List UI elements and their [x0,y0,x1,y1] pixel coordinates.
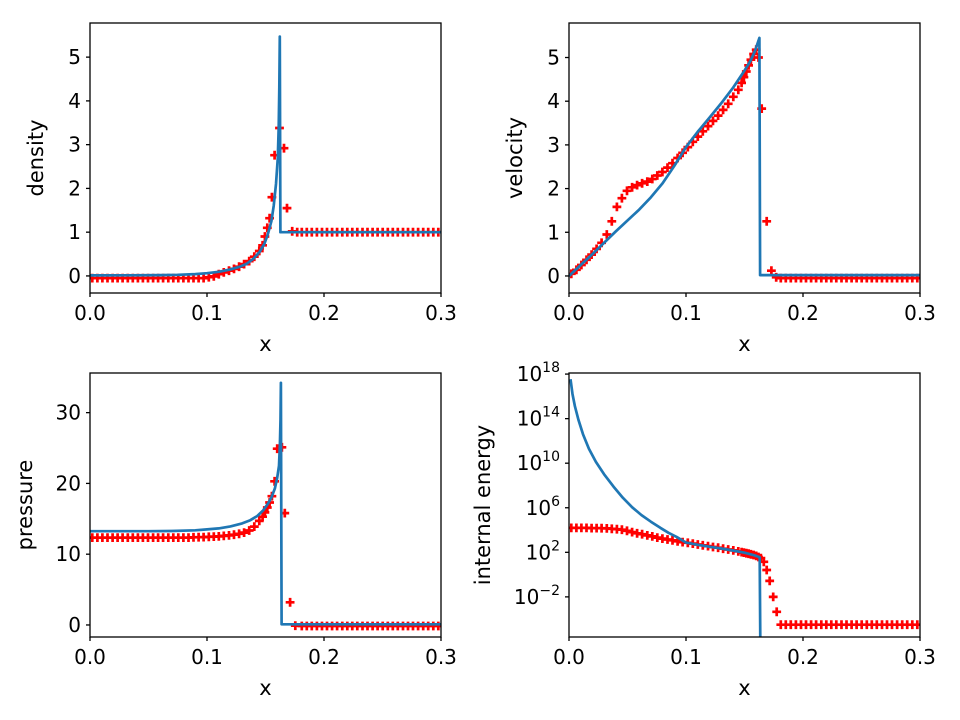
x-axis-label-velocity: x [738,332,750,356]
y-tick-label: 20 [56,471,81,495]
y-tick-label: 1 [547,220,560,244]
subplot-pressure: 0.0 0.1 0.2 0.3 0 10 20 30 x pressure [13,372,457,700]
x-tick-label: 0.1 [191,645,223,669]
x-tick-label: 0.2 [308,301,340,325]
x-tick-label: 0.0 [74,301,106,325]
y-tick-label: 0 [547,264,560,288]
y-tick-label: 2 [547,177,560,201]
x-tick-label: 0.3 [904,645,936,669]
axes-spines-density [89,22,442,294]
analytic-line-velocity [569,36,920,277]
y-axis-label-energy: internal energy [471,425,495,585]
y-tick-label: 30 [56,401,81,425]
y-tick-label: 3 [68,133,81,157]
subplot-energy: 0.0 0.1 0.2 0.3 1018 1014 1010 106 102 10−2 x inter… [471,360,936,700]
y-tick-label: 1 [68,220,81,244]
y-tick-label: 2 [68,176,81,200]
x-tick-label: 0.3 [904,301,936,325]
x-tick-label: 0.0 [74,645,106,669]
y-tick-label: 5 [68,45,81,69]
y-tick-label: 0 [68,264,81,288]
plot-area-pressure [90,381,441,631]
x-tick-label: 0.0 [553,645,585,669]
y-tick-label: 102 [526,538,560,564]
y-tick-label: 106 [526,494,560,520]
subplot-density: 0.0 0.1 0.2 0.3 0 1 2 3 4 5 x density [24,22,457,356]
x-tick-label: 0.3 [425,645,457,669]
y-axis-label-density: density [24,120,48,197]
y-tick-label: 5 [547,46,560,70]
y-tick-label: 10 [56,542,81,566]
x-tick-label: 0.1 [670,645,702,669]
y-axis-label-pressure: pressure [13,460,37,551]
y-tick-label: 1018 [517,360,560,386]
y-tick-label: 1010 [517,449,560,475]
axes-spines-velocity [568,22,921,294]
y-tick-label: 10−2 [514,583,560,609]
analytic-line-energy [569,379,762,637]
x-tick-label: 0.1 [191,301,223,325]
plot-area-velocity [569,36,920,283]
plot-area-energy [569,379,920,637]
simulation-plus-markers-pressure [90,442,441,631]
analytic-line-pressure [90,381,441,626]
x-tick-label: 0.2 [787,645,819,669]
plot-area-density [90,35,441,283]
analytic-line-density [90,35,441,277]
y-tick-label: 4 [547,89,560,113]
x-tick-label: 0.2 [787,301,819,325]
y-tick-label: 0 [68,613,81,637]
x-tick-label: 0.3 [425,301,457,325]
axes-spines-energy [568,372,921,638]
x-axis-label-density: x [259,332,271,356]
subplot-velocity: 0.0 0.1 0.2 0.3 0 1 2 3 4 5 x velocity [503,22,936,356]
x-tick-label: 0.2 [308,645,340,669]
x-axis-label-pressure: x [259,676,271,700]
y-tick-label: 3 [547,133,560,157]
x-tick-label: 0.1 [670,301,702,325]
y-tick-label: 1014 [517,405,560,431]
y-axis-label-velocity: velocity [503,117,527,199]
axes-spines-pressure [89,372,442,638]
x-axis-label-energy: x [738,676,750,700]
y-tick-label: 4 [68,89,81,113]
x-tick-label: 0.0 [553,301,585,325]
